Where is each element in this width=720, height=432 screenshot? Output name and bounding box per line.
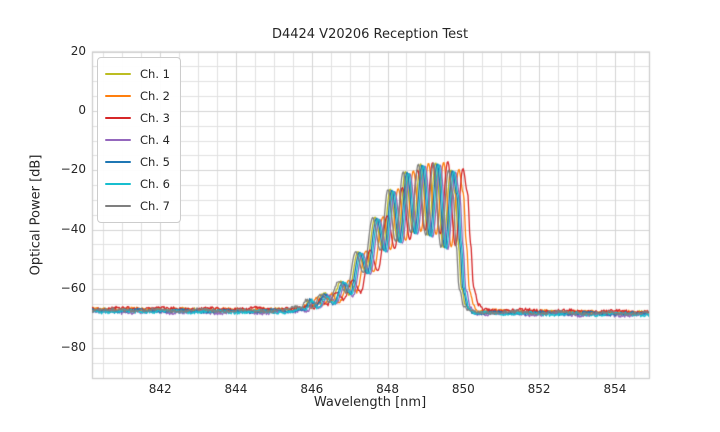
- y-tick-label: 0: [78, 102, 86, 117]
- legend-item: Ch. 6: [105, 173, 170, 195]
- legend-label: Ch. 4: [140, 133, 170, 147]
- x-tick-label: 846: [300, 382, 324, 396]
- x-axis-label: Wavelength [nm]: [313, 395, 427, 410]
- y-tick-label: 20: [70, 43, 86, 58]
- legend: Ch. 1 Ch. 2 Ch. 3 Ch. 4 Ch. 5 Ch. 6 Ch. 7: [97, 57, 181, 223]
- y-tick-label: −60: [60, 280, 86, 295]
- legend-line-swatch: [105, 204, 131, 208]
- y-tick-label: −40: [60, 221, 86, 236]
- legend-item: Ch. 1: [105, 63, 170, 85]
- legend-line-swatch: [105, 72, 131, 76]
- legend-line-swatch: [105, 182, 131, 186]
- legend-line-swatch: [105, 116, 131, 120]
- legend-line-swatch: [105, 94, 131, 98]
- legend-item: Ch. 3: [105, 107, 170, 129]
- legend-label: Ch. 5: [140, 155, 170, 169]
- x-tick-label: 844: [224, 382, 248, 396]
- legend-line-swatch: [105, 138, 131, 142]
- legend-label: Ch. 6: [140, 177, 170, 191]
- legend-label: Ch. 7: [140, 199, 170, 213]
- legend-label: Ch. 1: [140, 67, 170, 81]
- legend-item: Ch. 7: [105, 195, 170, 217]
- x-tick-label: 852: [527, 382, 551, 396]
- legend-item: Ch. 5: [105, 151, 170, 173]
- x-tick-label: 850: [451, 382, 475, 396]
- legend-line-swatch: [105, 160, 131, 164]
- chart-title: D4424 V20206 Reception Test: [271, 27, 469, 42]
- y-tick-label: −20: [60, 162, 86, 177]
- y-axis-label: Optical Power [dB]: [28, 154, 44, 276]
- y-tick-label: −80: [60, 340, 86, 355]
- legend-label: Ch. 3: [140, 111, 170, 125]
- x-tick-label: 848: [376, 382, 399, 396]
- x-tick-label: 854: [603, 382, 627, 396]
- legend-item: Ch. 2: [105, 85, 170, 107]
- legend-item: Ch. 4: [105, 129, 170, 151]
- legend-label: Ch. 2: [140, 89, 170, 103]
- x-tick-label: 842: [148, 382, 172, 396]
